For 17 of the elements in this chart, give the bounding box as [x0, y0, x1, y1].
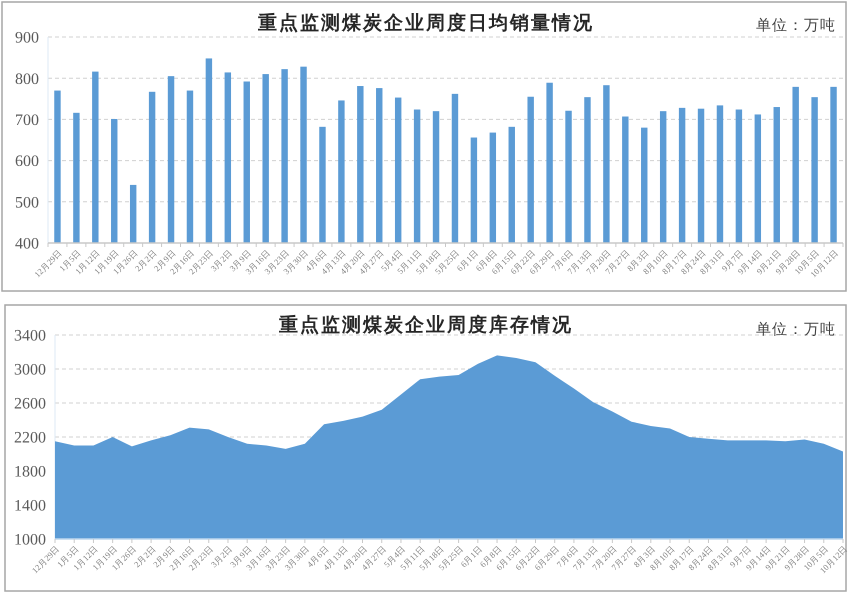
chart-title: 重点监测煤炭企业周度日均销量情况 — [257, 12, 594, 34]
y-tick-label: 3000 — [14, 362, 46, 379]
y-tick-label: 500 — [15, 194, 39, 212]
y-tick-label: 900 — [15, 30, 39, 47]
y-tick-label: 700 — [15, 112, 39, 129]
y-tick-label: 1800 — [14, 464, 46, 481]
y-tick-label: 800 — [15, 70, 39, 88]
y-axis-title: 单位：万吨 — [756, 321, 836, 338]
y-tick-label: 3400 — [14, 328, 46, 345]
y-tick-label: 2200 — [14, 430, 46, 447]
y-tick-label: 1400 — [14, 498, 46, 515]
y-tick-label: 400 — [15, 236, 39, 253]
y-tick-label: 2600 — [14, 396, 46, 413]
y-axis-title: 单位：万吨 — [756, 17, 836, 34]
y-tick-label: 1000 — [14, 532, 46, 549]
y-tick-label: 600 — [15, 153, 39, 170]
chart-title: 重点监测煤炭企业周度库存情况 — [278, 314, 573, 336]
